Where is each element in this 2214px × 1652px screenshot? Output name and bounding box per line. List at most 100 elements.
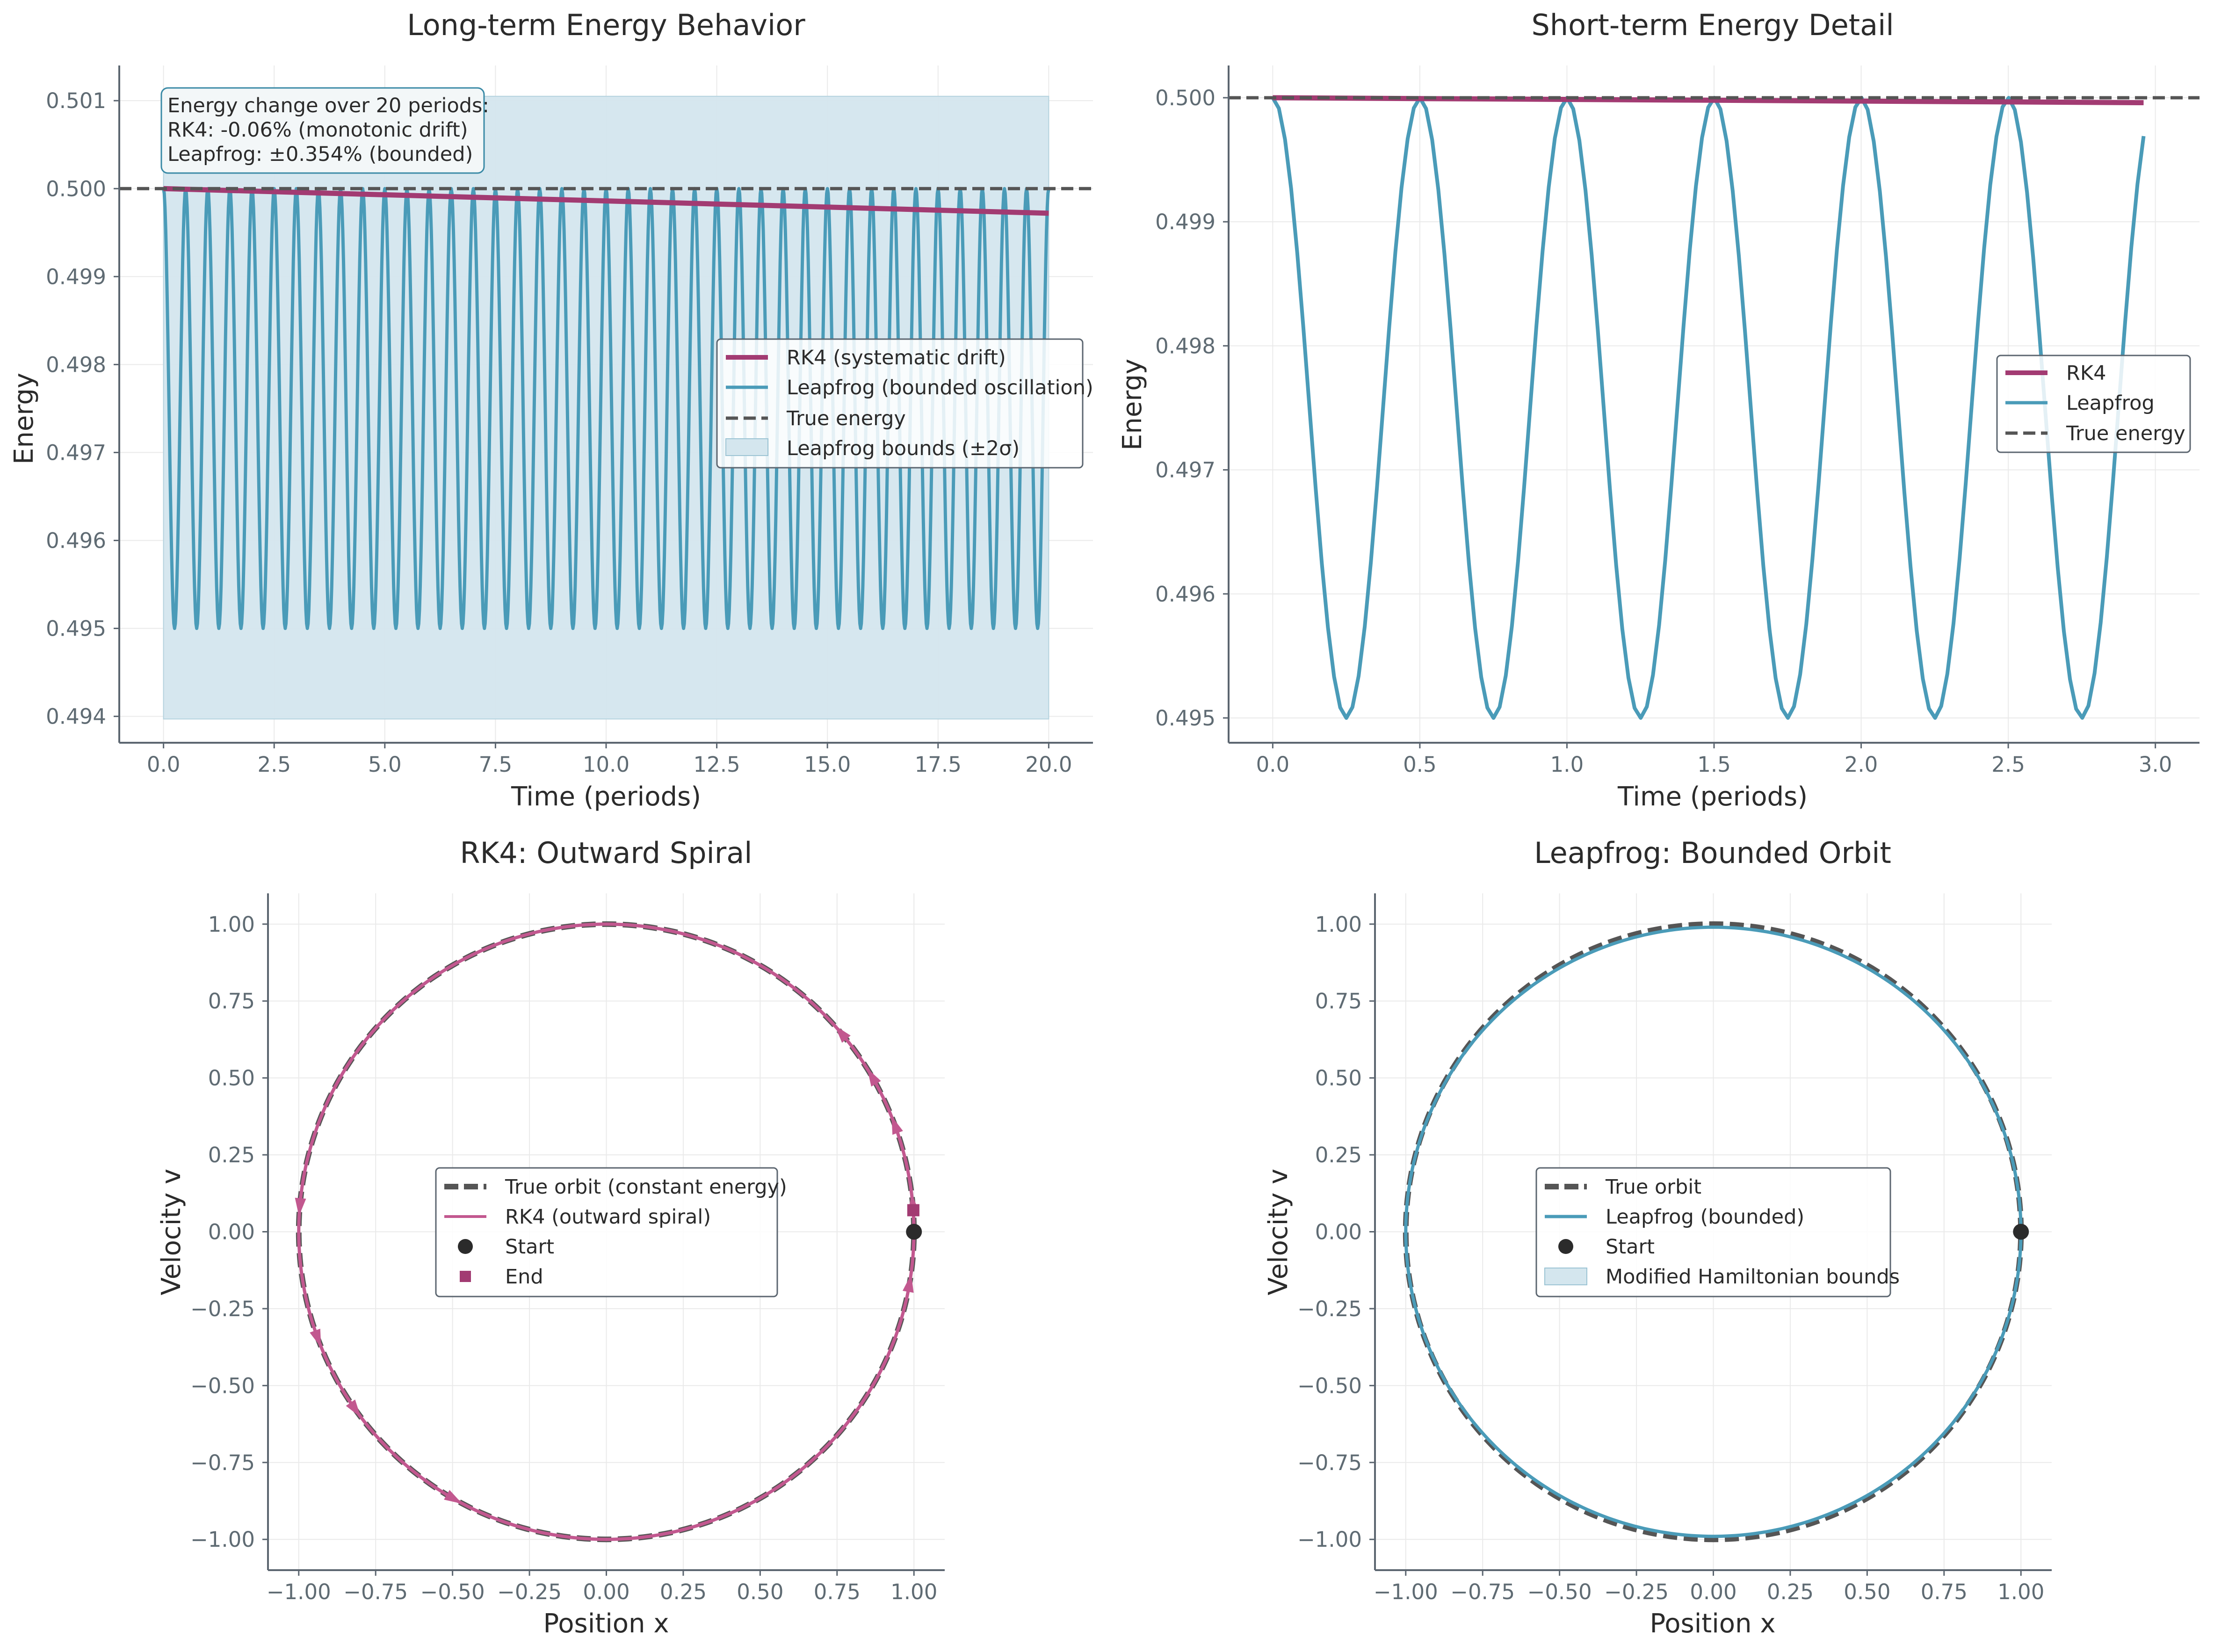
x-tick-label: −1.00 — [267, 1580, 331, 1604]
legend-swatch-band — [1544, 1268, 1587, 1285]
legend-label: RK4 — [2066, 362, 2106, 385]
start-marker — [2013, 1224, 2029, 1240]
x-tick-label: 2.5 — [257, 752, 291, 777]
legend-label: Start — [1606, 1235, 1655, 1259]
x-tick-label: 2.5 — [1991, 752, 2025, 777]
plot-area — [1229, 95, 2200, 720]
y-tick-label: 0.501 — [46, 88, 106, 113]
true-orbit-line — [1403, 921, 2024, 1543]
legend-label: True energy — [786, 407, 906, 430]
y-tick-label: −0.50 — [1297, 1373, 1362, 1398]
panel-short-term-energy: Short-term Energy Detail 0.0 0.5 1.0 1.5 2.0… — [1117, 8, 2200, 812]
legend-label: End — [505, 1265, 543, 1289]
legend-frame — [1535, 1167, 1891, 1297]
y-tick-label: 0.497 — [46, 440, 106, 465]
x-tick-label: 12.5 — [693, 752, 740, 777]
x-tick-label: −0.50 — [1527, 1580, 1592, 1604]
x-axis-label: Time (periods) — [511, 782, 701, 812]
y-tick-label: 0.50 — [208, 1066, 255, 1091]
panel-rk4-phase-space: RK4: Outward Spiral −1.00 −0.75 −0.50 −0.25… — [156, 836, 945, 1639]
x-tick-label: 0.00 — [583, 1580, 629, 1604]
chart-title: Leapfrog: Bounded Orbit — [1534, 836, 1891, 870]
y-ticks: 0.494 0.495 0.496 0.497 0.498 0.499 0.500 0.501 — [46, 88, 119, 729]
y-tick-label: −0.50 — [190, 1373, 255, 1398]
x-tick-label: −0.50 — [420, 1580, 485, 1604]
y-tick-label: 0.498 — [1155, 333, 1216, 358]
x-tick-label: 1.00 — [1997, 1580, 2044, 1604]
y-axis-label: Energy — [9, 373, 39, 464]
legend-label: True energy — [2066, 422, 2185, 445]
plot-area — [1403, 921, 2029, 1543]
x-tick-label: 0.0 — [1256, 752, 1290, 777]
legend: True orbit Leapfrog (bounded) Start Modi… — [1535, 1167, 1900, 1297]
legend-frame — [716, 338, 1084, 469]
rk4-orbit-line — [297, 922, 916, 1541]
legend-label: True orbit — [1605, 1175, 1701, 1199]
chart-title: Short-term Energy Detail — [1531, 8, 1894, 42]
y-ticks: −1.00 −0.75 −0.50 −0.25 0.00 0.25 0.50 0.75 1.00 — [1297, 912, 1375, 1552]
x-ticks: −1.00 −0.75 −0.50 −0.25 0.00 0.25 0.50 0.75 1.00 — [267, 1570, 937, 1604]
legend-label: Leapfrog — [2066, 391, 2155, 415]
x-tick-label: −0.25 — [1604, 1580, 1669, 1604]
x-tick-label: 2.0 — [1845, 752, 1878, 777]
legend-frame — [1996, 355, 2191, 453]
x-tick-label: 0.50 — [1844, 1580, 1890, 1604]
y-tick-label: 0.75 — [1315, 989, 1362, 1014]
y-tick-label: 0.499 — [46, 264, 106, 289]
x-tick-label: 1.0 — [1550, 752, 1584, 777]
x-tick-label: 0.0 — [147, 752, 181, 777]
y-ticks: −1.00 −0.75 −0.50 −0.25 0.00 0.25 0.50 0.75 1.00 — [190, 912, 268, 1552]
y-tick-label: 0.00 — [208, 1220, 255, 1245]
x-tick-label: 1.5 — [1697, 752, 1731, 777]
x-tick-label: 1.00 — [890, 1580, 937, 1604]
x-axis-label: Position x — [543, 1609, 669, 1639]
y-axis-label: Velocity v — [156, 1169, 187, 1296]
leapfrog-energy-line — [1271, 96, 2146, 720]
direction-arrow — [444, 1490, 463, 1504]
legend-label: Leapfrog (bounded oscillation) — [787, 376, 1093, 399]
direction-arrow — [346, 1399, 361, 1418]
legend: RK4 (systematic drift) Leapfrog (bounded… — [716, 338, 1093, 469]
y-tick-label: 0.75 — [208, 989, 255, 1014]
direction-arrow — [867, 1068, 881, 1087]
y-tick-label: 0.500 — [1155, 86, 1216, 110]
y-tick-label: 1.00 — [208, 912, 255, 937]
legend-label: Leapfrog (bounded) — [1606, 1205, 1804, 1229]
chart-title: RK4: Outward Spiral — [460, 836, 752, 870]
y-tick-label: −1.00 — [1297, 1527, 1362, 1552]
y-tick-label: −0.75 — [1297, 1450, 1362, 1475]
x-tick-label: 0.50 — [737, 1580, 783, 1604]
y-tick-label: 0.25 — [1315, 1143, 1362, 1167]
legend: RK4 Leapfrog True energy — [1996, 355, 2191, 453]
x-tick-label: −0.25 — [497, 1580, 562, 1604]
direction-arrow — [891, 1116, 903, 1135]
y-axis-label: Velocity v — [1263, 1169, 1294, 1296]
x-tick-label: 10.0 — [583, 752, 629, 777]
x-ticks: −1.00 −0.75 −0.50 −0.25 0.00 0.25 0.50 0.75 1.00 — [1374, 1570, 2044, 1604]
annotation-line: Leapfrog: ±0.354% (bounded) — [167, 143, 473, 166]
x-tick-label: 5.0 — [368, 752, 402, 777]
y-tick-label: 1.00 — [1315, 912, 1362, 937]
legend-label: True orbit (constant energy) — [505, 1175, 787, 1199]
leapfrog-orbit-line — [1404, 925, 2023, 1538]
legend-label: Leapfrog bounds (±2σ) — [787, 437, 1020, 460]
x-axis-label: Time (periods) — [1617, 782, 1808, 812]
x-ticks: 0.0 0.5 1.0 1.5 2.0 2.5 3.0 — [1256, 743, 2172, 777]
y-tick-label: −0.25 — [190, 1297, 255, 1321]
x-tick-label: 0.00 — [1690, 1580, 1736, 1604]
plot-area — [295, 921, 922, 1543]
direction-arrow — [310, 1328, 321, 1348]
x-axis-label: Position x — [1650, 1609, 1776, 1639]
x-ticks: 0.0 2.5 5.0 7.5 10.0 12.5 15.0 17.5 20.0 — [147, 743, 1072, 777]
y-tick-label: 0.495 — [46, 616, 106, 641]
x-tick-label: 17.5 — [915, 752, 962, 777]
x-tick-label: 0.5 — [1403, 752, 1437, 777]
x-tick-label: −1.00 — [1374, 1580, 1438, 1604]
y-tick-label: 0.496 — [46, 528, 106, 553]
x-tick-label: 0.75 — [814, 1580, 861, 1604]
y-axis-label: Energy — [1117, 359, 1148, 450]
direction-arrow — [902, 1274, 914, 1293]
rk4-energy-line — [163, 186, 1049, 216]
chart-title: Long-term Energy Behavior — [407, 8, 805, 42]
legend-swatch-start — [1558, 1239, 1573, 1254]
